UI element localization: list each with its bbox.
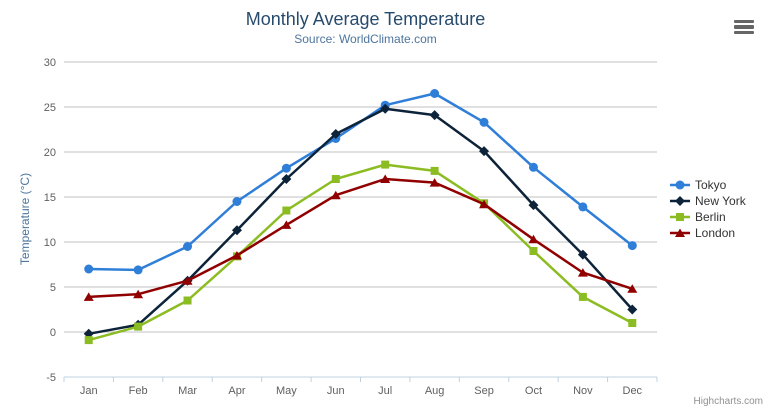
series-marker-tokyo[interactable] (281, 163, 291, 173)
hamburger-icon (734, 19, 754, 24)
diamond-legend-icon (670, 196, 690, 206)
series-marker-berlin[interactable] (529, 247, 538, 255)
series-marker-berlin[interactable] (183, 296, 192, 305)
series-marker-london[interactable] (627, 284, 638, 293)
series-marker-tokyo[interactable] (528, 162, 538, 172)
series-marker-new-york[interactable] (577, 249, 588, 260)
series-marker-berlin[interactable] (628, 319, 637, 327)
highcharts-credit-link[interactable]: Highcharts.com (693, 396, 763, 407)
series-marker-berlin[interactable] (430, 166, 439, 175)
series-marker-new-york[interactable] (627, 304, 638, 315)
series-marker-london[interactable] (330, 190, 341, 200)
series-marker-tokyo[interactable] (183, 242, 193, 251)
legend-label: Tokyo (695, 178, 727, 192)
series-marker-berlin[interactable] (84, 336, 93, 345)
series-marker-berlin[interactable] (578, 292, 587, 301)
series-line-berlin (87, 163, 634, 342)
series-marker-new-york[interactable] (429, 110, 440, 121)
legend-marker-new-york (675, 196, 685, 206)
x-tick-label: Nov (573, 385, 593, 397)
x-tick-label: Feb (129, 385, 148, 397)
series-marker-london[interactable] (83, 292, 94, 301)
y-tick-label: 5 (50, 282, 56, 294)
triangle-legend-icon (670, 228, 690, 237)
circle-legend-icon (670, 180, 690, 190)
series-marker-new-york[interactable] (231, 225, 242, 236)
x-tick-label: Jan (80, 385, 98, 397)
series-marker-london[interactable] (231, 251, 242, 260)
legend-marker-london (675, 228, 685, 237)
legend-label: New York (695, 194, 746, 208)
y-tick-label: 30 (44, 57, 56, 69)
hamburger-icon (734, 30, 754, 35)
series-line-tokyo (87, 92, 634, 272)
legend-item-berlin[interactable]: Berlin (670, 209, 746, 225)
y-tick-label: 0 (50, 327, 56, 339)
chart-subtitle: Source: WorldClimate.com (294, 32, 437, 46)
y-axis-title: Temperature (°C) (18, 172, 32, 266)
y-tick-label: 25 (44, 102, 56, 114)
y-tick-label: 10 (44, 237, 56, 249)
hamburger-icon (734, 25, 754, 29)
series-marker-london[interactable] (182, 276, 193, 285)
y-tick-label: -5 (46, 372, 56, 384)
series-marker-tokyo[interactable] (84, 264, 94, 274)
series-line-new-york (87, 107, 634, 336)
series-marker-london[interactable] (380, 174, 391, 184)
series-marker-london[interactable] (281, 220, 292, 229)
series-marker-berlin[interactable] (331, 175, 340, 183)
x-tick-label: Jul (378, 385, 392, 397)
x-tick-label: Dec (623, 385, 643, 397)
y-tick-label: 20 (44, 147, 56, 159)
legend-item-london[interactable]: London (670, 225, 746, 241)
legend-item-new-york[interactable]: New York (670, 193, 746, 209)
series-marker-berlin[interactable] (134, 322, 143, 331)
series-marker-tokyo[interactable] (232, 197, 242, 206)
legend: Tokyo New York Berlin London (670, 177, 746, 241)
series-marker-berlin[interactable] (381, 160, 390, 169)
series-marker-london[interactable] (429, 178, 440, 187)
square-legend-icon (670, 213, 690, 221)
series-marker-berlin[interactable] (282, 206, 291, 215)
legend-marker-tokyo (675, 180, 685, 190)
series-marker-new-york[interactable] (528, 200, 539, 211)
x-tick-label: Aug (425, 385, 445, 397)
series-marker-tokyo[interactable] (479, 117, 489, 127)
series-line-london (87, 177, 634, 299)
series-marker-tokyo[interactable] (627, 241, 637, 251)
series-marker-new-york[interactable] (330, 129, 341, 139)
chart-title: Monthly Average Temperature (245, 9, 486, 29)
series-marker-london[interactable] (133, 289, 144, 299)
series-marker-london[interactable] (479, 199, 490, 209)
y-tick-label: 15 (44, 192, 56, 204)
series-marker-new-york[interactable] (281, 174, 292, 184)
x-tick-label: May (276, 385, 297, 397)
x-tick-label: Sep (474, 385, 494, 397)
series-marker-new-york[interactable] (380, 103, 391, 114)
legend-label: Berlin (695, 210, 726, 224)
x-tick-label: Oct (525, 385, 542, 397)
legend-item-tokyo[interactable]: Tokyo (670, 177, 746, 193)
export-menu-button[interactable] (731, 15, 757, 39)
series-marker-london[interactable] (528, 234, 539, 244)
series-marker-tokyo[interactable] (578, 202, 588, 212)
series-marker-tokyo[interactable] (133, 265, 143, 275)
series-marker-tokyo[interactable] (430, 89, 440, 98)
series-marker-london[interactable] (577, 268, 588, 277)
x-tick-label: Mar (178, 385, 197, 397)
legend-marker-berlin (676, 213, 684, 221)
x-tick-label: Jun (327, 385, 345, 397)
legend-label: London (695, 226, 736, 240)
x-tick-label: Apr (228, 385, 245, 397)
series-marker-new-york[interactable] (479, 146, 490, 157)
